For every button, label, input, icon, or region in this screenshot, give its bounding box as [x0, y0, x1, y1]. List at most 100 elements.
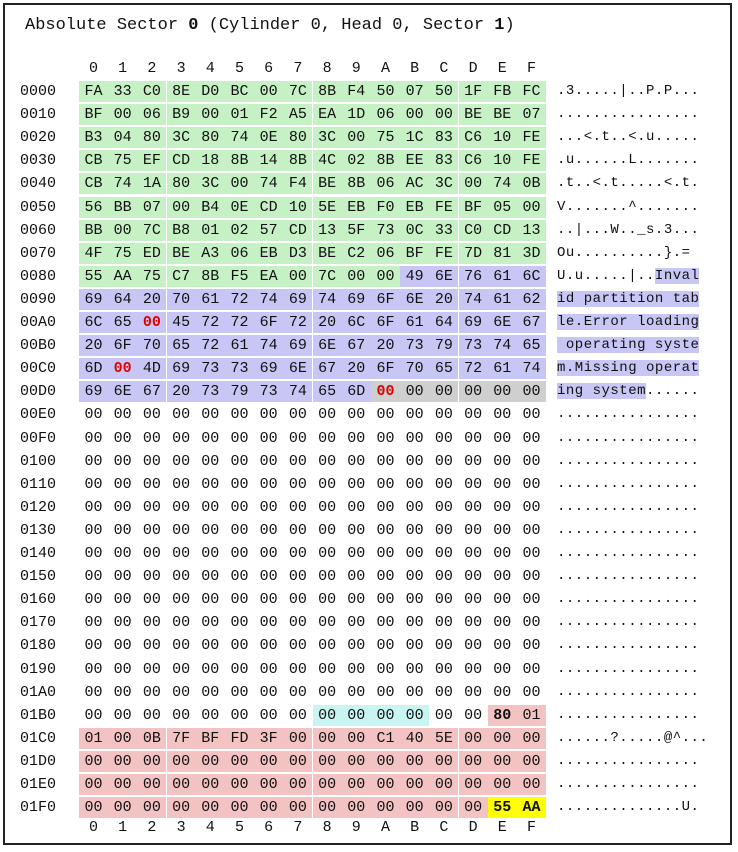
hex-byte[interactable]: 1F — [458, 81, 488, 102]
hex-byte[interactable]: 00 — [137, 797, 167, 819]
hex-byte[interactable]: 00 — [142, 545, 161, 562]
hex-byte[interactable]: 73 — [400, 335, 430, 357]
hex-byte[interactable]: 00 — [201, 406, 220, 424]
hex-byte[interactable]: 00 — [108, 797, 138, 819]
hex-byte[interactable]: 69 — [283, 288, 313, 310]
hex-byte[interactable]: 00 — [259, 475, 278, 493]
hex-byte[interactable]: 00 — [371, 265, 400, 287]
hex-byte[interactable]: 00 — [113, 568, 132, 586]
hex-byte[interactable]: FB — [487, 81, 517, 102]
hex-byte[interactable]: 00 — [84, 429, 103, 447]
hex-byte[interactable]: 00 — [166, 774, 196, 795]
hex-byte[interactable]: 4D — [137, 358, 167, 380]
hex-byte[interactable]: 00 — [434, 545, 453, 562]
hex-byte[interactable]: 00 — [283, 727, 313, 749]
hex-byte[interactable]: BE — [312, 173, 342, 195]
hex-byte[interactable]: 00 — [113, 660, 132, 678]
hex-byte[interactable]: 00 — [172, 614, 191, 632]
hex-byte[interactable]: 00 — [318, 452, 337, 470]
hex-byte[interactable]: 50 — [371, 81, 400, 102]
hex-byte[interactable]: 00 — [259, 637, 278, 655]
hex-byte[interactable]: 00 — [142, 568, 161, 586]
hex-byte[interactable]: 00 — [254, 774, 284, 795]
hex-byte[interactable]: CB — [79, 150, 108, 172]
hex-byte[interactable]: 13 — [312, 219, 342, 241]
hex-byte[interactable]: 00 — [288, 637, 307, 655]
hex-byte[interactable]: 00 — [318, 660, 337, 678]
hex-byte[interactable]: 00 — [522, 498, 541, 516]
hex-byte[interactable]: FE — [517, 150, 546, 172]
hex-byte[interactable]: 06 — [371, 242, 400, 264]
hex-byte[interactable]: 00 — [108, 358, 138, 380]
hex-byte[interactable]: 6E — [283, 358, 313, 380]
hex-byte[interactable]: 6D — [79, 358, 108, 380]
hex-byte[interactable]: 00 — [464, 683, 483, 701]
hex-byte[interactable]: F5 — [225, 265, 254, 287]
hex-byte[interactable]: 00 — [458, 727, 488, 749]
hex-byte[interactable]: 00 — [142, 521, 161, 539]
hex-byte[interactable]: 6E — [400, 288, 430, 310]
hex-byte[interactable]: 69 — [166, 358, 196, 380]
hex-byte[interactable]: 00 — [493, 406, 512, 424]
hex-byte[interactable]: 69 — [79, 288, 108, 310]
hex-byte[interactable]: 00 — [376, 545, 395, 562]
hex-byte[interactable]: 00 — [79, 774, 108, 795]
hex-byte[interactable]: 00 — [493, 568, 512, 586]
hex-byte[interactable]: 06 — [137, 104, 167, 126]
hex-byte[interactable]: CD — [254, 196, 284, 218]
hex-byte[interactable]: 00 — [522, 568, 541, 586]
hex-byte[interactable]: 74 — [487, 173, 517, 195]
hex-byte[interactable]: 00 — [283, 750, 313, 772]
hex-byte[interactable]: 00 — [318, 406, 337, 424]
hex-byte[interactable]: 7D — [458, 242, 488, 264]
hex-byte[interactable]: 00 — [259, 498, 278, 516]
hex-byte[interactable]: EB — [400, 196, 430, 218]
hex-byte[interactable]: 6F — [108, 335, 138, 357]
hex-byte[interactable]: B3 — [79, 127, 108, 149]
hex-byte[interactable]: 00 — [341, 727, 371, 749]
hex-byte[interactable]: 70 — [137, 335, 167, 357]
hex-byte[interactable]: 55 — [487, 797, 517, 819]
hex-byte[interactable]: 72 — [283, 312, 313, 333]
hex-byte[interactable]: 70 — [166, 288, 196, 310]
hex-byte[interactable]: 00 — [288, 614, 307, 632]
hex-byte[interactable]: 00 — [84, 452, 103, 470]
hex-byte[interactable]: 00 — [259, 706, 278, 724]
hex-byte[interactable]: EE — [400, 150, 430, 172]
hex-byte[interactable]: BB — [79, 219, 108, 241]
hex-byte[interactable]: 7F — [166, 727, 196, 749]
hex-byte[interactable]: 00 — [312, 704, 342, 726]
hex-byte[interactable]: 0B — [137, 727, 167, 749]
hex-byte[interactable]: 00 — [493, 498, 512, 516]
hex-byte[interactable]: BE — [458, 104, 488, 126]
hex-byte[interactable]: 13 — [517, 219, 546, 241]
hex-byte[interactable]: 20 — [371, 335, 400, 357]
hex-byte[interactable]: 00 — [230, 475, 249, 493]
hex-byte[interactable]: AA — [108, 265, 138, 287]
hex-byte[interactable]: 00 — [405, 406, 424, 424]
hex-byte[interactable]: 18 — [195, 150, 225, 172]
hex-byte[interactable]: 6F — [254, 312, 284, 333]
hex-byte[interactable]: 00 — [142, 614, 161, 632]
hex-byte[interactable]: 1D — [341, 104, 371, 126]
hex-byte[interactable]: 00 — [347, 660, 366, 678]
hex-byte[interactable]: 00 — [458, 381, 488, 403]
hex-byte[interactable]: 73 — [254, 381, 284, 403]
hex-byte[interactable]: 00 — [493, 545, 512, 562]
hex-byte[interactable]: 00 — [405, 683, 424, 701]
hex-byte[interactable]: 00 — [259, 568, 278, 586]
hex-byte[interactable]: 00 — [230, 545, 249, 562]
hex-byte[interactable]: FE — [429, 196, 459, 218]
hex-byte[interactable]: 50 — [429, 81, 459, 102]
hex-byte[interactable]: 00 — [405, 475, 424, 493]
hex-byte[interactable]: 00 — [288, 568, 307, 586]
hex-byte[interactable]: 73 — [195, 381, 225, 403]
hex-byte[interactable]: 00 — [259, 406, 278, 424]
hex-byte[interactable]: 01 — [79, 727, 108, 749]
hex-byte[interactable]: 00 — [108, 750, 138, 772]
hex-byte[interactable]: 00 — [195, 104, 225, 126]
hex-byte[interactable]: 80 — [137, 127, 167, 149]
hex-byte[interactable]: 75 — [371, 127, 400, 149]
hex-byte[interactable]: 00 — [84, 591, 103, 609]
hex-byte[interactable]: 00 — [108, 774, 138, 795]
